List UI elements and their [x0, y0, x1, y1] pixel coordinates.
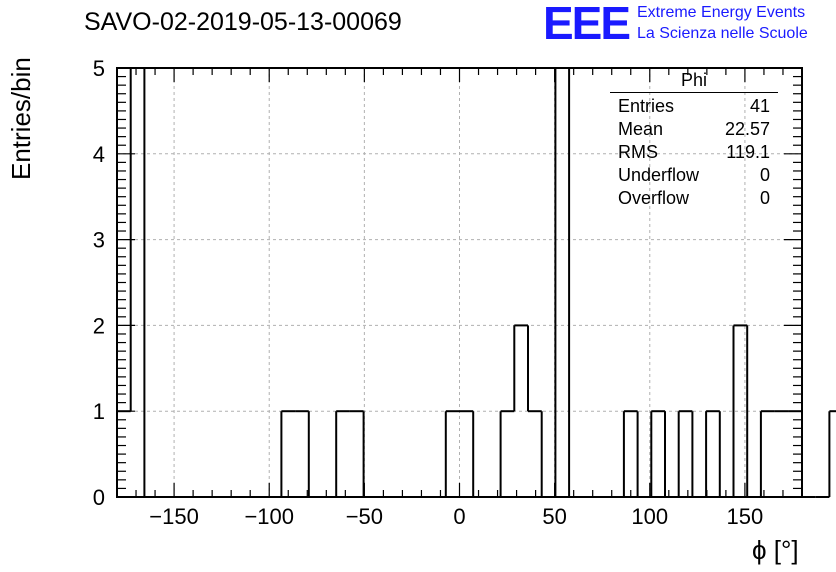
eee-logo-mark: EEE — [543, 0, 631, 49]
x-tick-label: −50 — [346, 504, 383, 529]
stats-title: Phi — [610, 70, 778, 93]
x-axis-label: ϕ [°] — [752, 535, 799, 565]
logo-line-1: Extreme Energy Events — [637, 4, 806, 21]
y-tick-label: 2 — [93, 313, 105, 338]
stats-value: 41 — [749, 96, 770, 116]
x-tick-label: −100 — [244, 504, 294, 529]
logo-line-2: La Scienza nelle Scuole — [637, 25, 808, 42]
x-tick-label: 0 — [453, 504, 465, 529]
y-tick-label: 1 — [93, 399, 105, 424]
y-tick-label: 5 — [93, 56, 105, 81]
stats-row-rms: RMS 119.1 — [610, 141, 778, 164]
x-tick-label: 150 — [727, 504, 764, 529]
chart-title: SAVO-02-2019-05-13-00069 — [84, 8, 402, 36]
stats-label: Mean — [618, 119, 664, 139]
y-tick-label: 4 — [93, 142, 105, 167]
y-tick-label: 3 — [93, 228, 105, 253]
x-tick-label: −150 — [149, 504, 199, 529]
stats-value: 119.1 — [726, 142, 770, 162]
x-tick-label: 100 — [631, 504, 668, 529]
y-tick-label: 0 — [93, 485, 105, 510]
stats-box: Phi Entries 41 Mean 22.57 RMS 119.1 Unde… — [610, 70, 778, 210]
stats-label: Entries — [618, 96, 675, 116]
stats-row-mean: Mean 22.57 — [610, 118, 778, 141]
stats-value: 0 — [759, 165, 770, 185]
stats-row-entries: Entries 41 — [610, 95, 778, 118]
stats-label: Underflow — [618, 165, 700, 185]
stats-label: Overflow — [618, 188, 690, 208]
stats-row-overflow: Overflow 0 — [610, 187, 778, 210]
stats-value: 0 — [759, 188, 770, 208]
stats-row-underflow: Underflow 0 — [610, 164, 778, 187]
stats-value: 22.57 — [724, 119, 770, 139]
stats-label: RMS — [618, 142, 658, 162]
x-tick-label: 50 — [542, 504, 566, 529]
